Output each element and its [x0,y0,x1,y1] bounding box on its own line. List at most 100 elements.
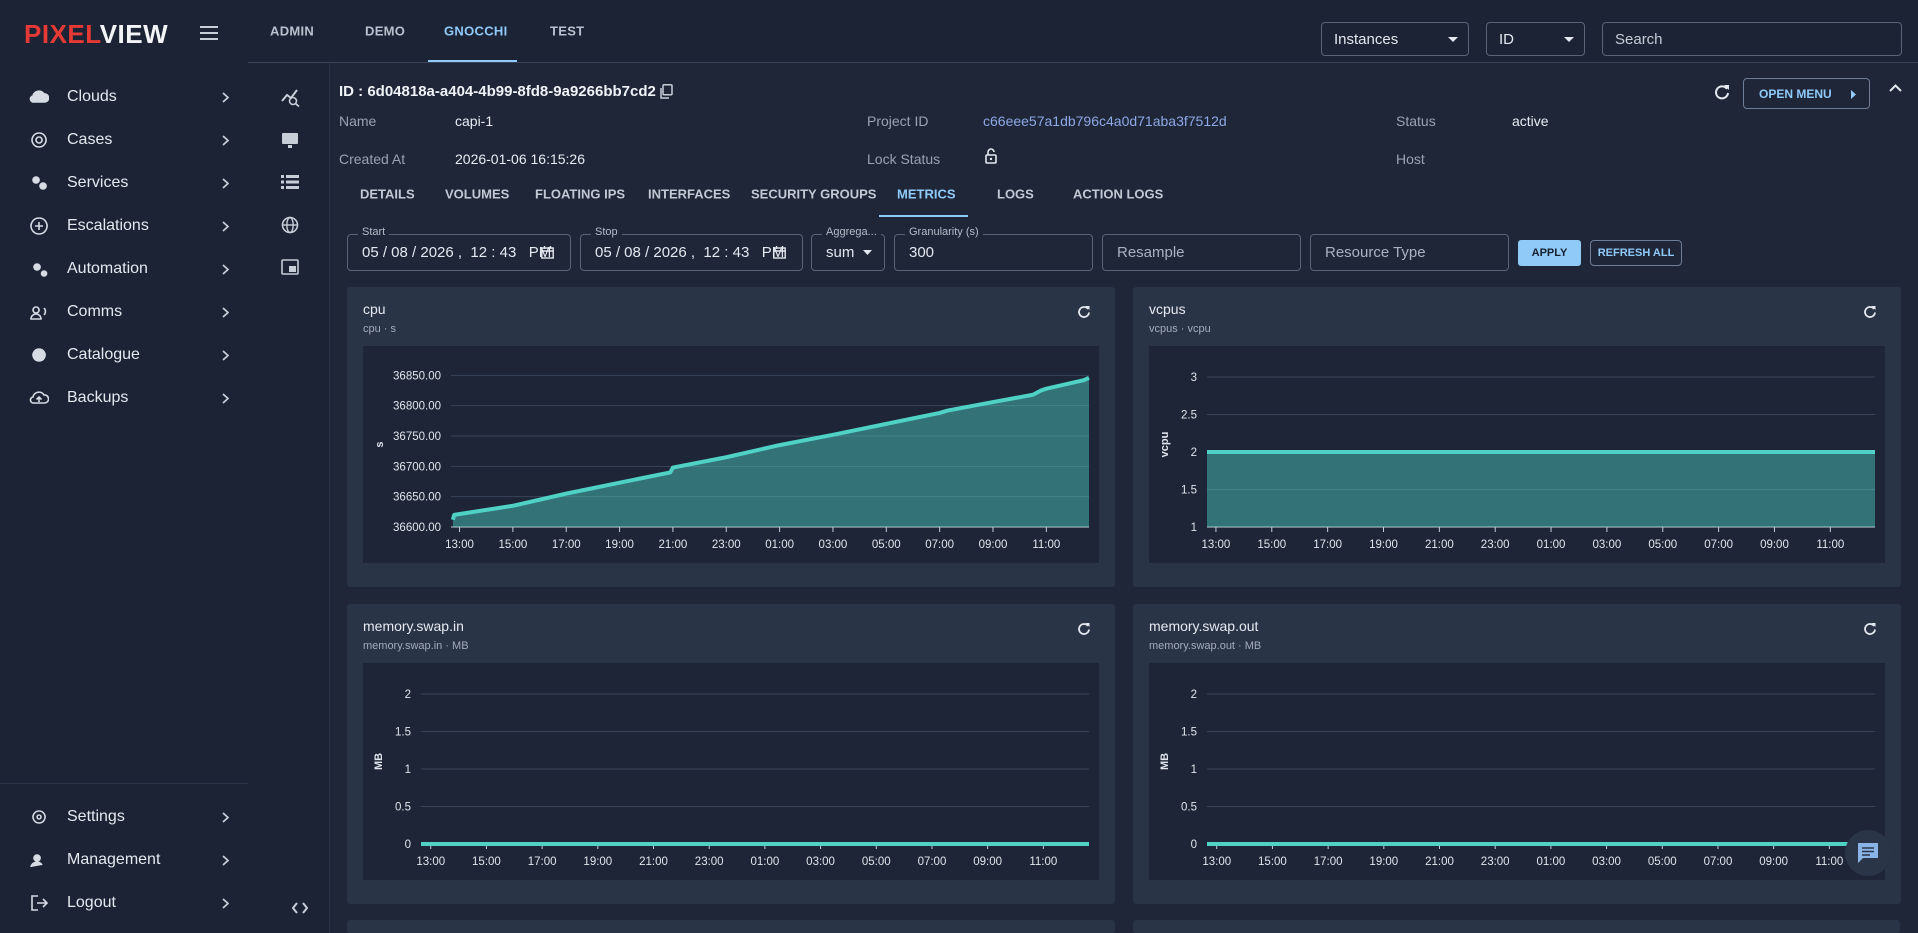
hamburger[interactable] [200,25,218,41]
top-tab-active[interactable]: GNOCCHI [444,23,508,39]
x-tick-label: 17:00 [1313,539,1342,551]
menu-label: Escalations [67,217,149,234]
y-tick-label: 2 [1191,447,1197,459]
collapse-toggle[interactable] [292,902,308,914]
menu-label: Clouds [67,88,117,105]
active-indicator [428,60,517,62]
plot-background [1149,663,1885,880]
menu-item[interactable]: Comms [0,292,248,332]
rail-icon[interactable] [281,216,299,234]
search-input[interactable]: Search [1602,22,1902,56]
x-tick-label: 05:00 [1648,856,1677,868]
menu-item[interactable]: Escalations [0,206,248,246]
icon-shape [1871,623,1876,627]
menu-item[interactable]: Backups [0,378,248,418]
y-tick-label: 1.5 [1181,485,1197,497]
resource-type-input[interactable]: Resource Type [1310,234,1509,271]
resample-input[interactable]: Resample [1102,234,1301,271]
y-tick-label: 0.5 [1181,802,1197,814]
chart-card: memory.swap.out memory.swap.out · MB 0 0.5 1… [1133,604,1901,904]
menu-label: Logout [67,894,116,911]
menu-chevron [222,393,229,404]
chevron-shape [222,898,229,909]
x-tick-label: 11:00 [1032,539,1060,551]
x-tick-label: 01:00 [750,856,779,868]
input-label: Granularity (s) [905,226,983,238]
select-value: Instances [1334,31,1399,48]
instance-tab-active[interactable]: METRICS [897,186,956,202]
collapse-icon[interactable] [1889,84,1902,92]
menu-label: Backups [67,389,129,406]
menu-item[interactable]: Management [0,840,248,880]
menu-item[interactable]: Clouds [0,77,248,117]
top-tab[interactable]: TEST [550,23,585,39]
open-menu-button[interactable]: OPEN MENU [1743,78,1870,109]
icon-shape [1078,623,1090,635]
top-tab[interactable]: DEMO [365,23,406,39]
y-axis-label: MB [373,753,385,770]
chat-button[interactable] [1845,830,1891,876]
x-tick-label: 09:00 [1759,856,1788,868]
icon-shape [30,306,47,320]
copy-icon[interactable] [660,84,673,99]
x-tick-label: 05:00 [872,539,901,551]
menu-item[interactable]: Services [0,163,248,203]
icon-shape [30,217,48,235]
select-field[interactable]: ID [1486,22,1585,56]
top-tab[interactable]: ADMIN [270,23,315,39]
stop-input[interactable]: Stop 05 / 08 / 2026 , 12 : 43 PM [580,226,803,271]
instance-tab[interactable]: FLOATING IPS [535,186,626,202]
refresh-icon[interactable] [1714,84,1730,100]
select-type[interactable]: Instances [1321,22,1469,56]
refresh-all-button[interactable]: REFRESH ALL [1590,240,1682,266]
chevron-shape [222,264,229,275]
x-tick-label: 23:00 [1481,856,1510,868]
menu-item[interactable]: Catalogue [0,335,248,375]
rail-icon[interactable] [281,174,299,190]
rail-icon[interactable] [281,259,299,275]
instance-tab[interactable]: INTERFACES [648,186,731,202]
x-tick-label: 07:00 [1704,856,1733,868]
refresh-icon[interactable] [1864,306,1876,318]
chart-title: cpu [363,301,386,317]
instance-tab[interactable]: SECURITY GROUPS [751,186,877,202]
instance-tab[interactable]: DETAILS [360,186,415,202]
icon-shape [1864,623,1876,635]
x-tick-label: 17:00 [528,856,557,868]
aggregation-select[interactable]: Aggrega... sum [811,226,885,271]
apply-button[interactable]: APPLY [1518,240,1581,266]
rail-icon[interactable] [280,87,300,107]
field-link[interactable]: c66eee57a1db796c4a0d71aba3f7512d [983,113,1227,129]
menu-item[interactable]: Logout [0,883,248,923]
refresh-icon[interactable] [1864,623,1876,635]
x-tick-label: 09:00 [973,856,1002,868]
instance-tab[interactable]: VOLUMES [445,186,510,202]
menu-item[interactable]: Settings [0,797,248,837]
field-value: 2026-01-06 16:15:26 [455,151,585,167]
instance-tab[interactable]: ACTION LOGS [1073,186,1164,202]
icon-shape [1078,306,1090,318]
start-input[interactable]: Start 05 / 08 / 2026 , 12 : 43 PM [347,226,571,271]
chart-title: memory.swap.out [1149,618,1259,634]
menu-icon [30,854,43,868]
field-label: Status [1396,113,1436,129]
refresh-icon[interactable] [1078,623,1090,635]
x-tick-label: 05:00 [862,856,891,868]
x-tick-label: 23:00 [695,856,724,868]
menu-chevron [222,178,229,189]
x-tick-label: 11:00 [1816,539,1844,551]
menu-item[interactable]: Cases [0,120,248,160]
rail-icon[interactable] [281,131,299,149]
instance-tab[interactable]: LOGS [997,186,1034,202]
field-label: Created At [339,151,406,167]
chevron-shape [222,221,229,232]
y-axis-label: MB [1159,753,1171,770]
menu-item[interactable]: Automation [0,249,248,289]
menu-label: Catalogue [67,346,140,363]
x-tick-label: 13:00 [1202,856,1231,868]
refresh-icon[interactable] [1078,306,1090,318]
y-tick-label: 1 [1191,764,1197,776]
granularity-input[interactable]: Granularity (s) 300 [894,226,1093,271]
y-tick-label: 36800.00 [393,401,441,413]
y-tick-label: 36850.00 [393,370,441,382]
